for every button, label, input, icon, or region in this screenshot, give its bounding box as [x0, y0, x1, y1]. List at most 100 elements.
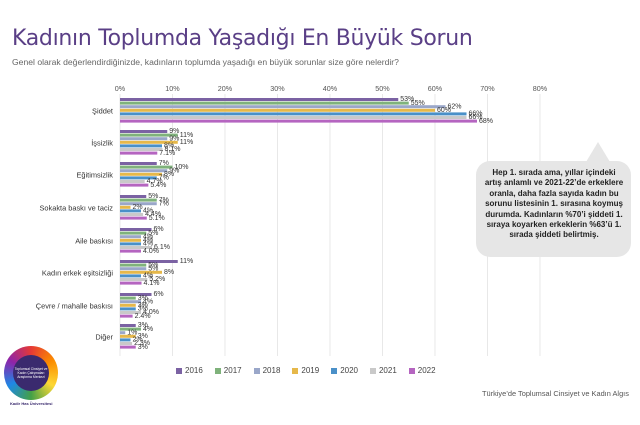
- legend-swatch: [408, 367, 415, 374]
- data-label: 53%: [400, 96, 414, 103]
- bar: [120, 165, 173, 169]
- bar: [120, 137, 168, 141]
- bar: [120, 116, 467, 119]
- data-label: 5.1%: [149, 215, 165, 222]
- source-note: Türkiye’de Toplumsal Cinsiyet ve Kadın A…: [482, 389, 629, 398]
- legend-item: 2018: [253, 366, 281, 375]
- logo-caption: Kadir Has Üniversitesi: [10, 401, 53, 406]
- data-label: 11%: [180, 139, 194, 146]
- bar: [120, 311, 141, 314]
- x-tick-label: 40%: [323, 84, 338, 93]
- data-label: 6.1%: [154, 244, 170, 251]
- data-label: 5%: [148, 230, 158, 237]
- bar: [120, 246, 153, 249]
- bar: [120, 242, 141, 246]
- category-label: Kadın erkek eşitsizliği: [42, 269, 113, 278]
- category-label: Şiddet: [92, 107, 113, 116]
- data-label: 4%: [143, 326, 153, 333]
- bar: [120, 209, 141, 213]
- callout-box: Hep 1. sırada ama, yıllar içindeki artış…: [476, 161, 631, 257]
- category-label: Aile baskısı: [75, 237, 113, 246]
- legend-label: 2018: [262, 366, 281, 375]
- logo-text: Toplumsal Cinsiyet ve Kadın Çalışmaları …: [13, 355, 49, 391]
- legend-label: 2021: [378, 366, 397, 375]
- bar: [120, 345, 136, 349]
- data-label: 3%: [138, 344, 148, 351]
- data-label: 7%: [159, 175, 169, 182]
- data-label: 8%: [164, 269, 174, 276]
- data-label: 68%: [479, 118, 493, 125]
- callout-text: Hep 1. sırada ama, yıllar içindeki artış…: [484, 168, 624, 240]
- data-label: 4%: [143, 208, 153, 215]
- data-label: 55%: [411, 100, 425, 107]
- bar: [120, 331, 126, 335]
- bar: [120, 338, 131, 342]
- x-tick-label: 80%: [533, 84, 548, 93]
- data-label: 60%: [437, 107, 451, 114]
- bar: [120, 296, 136, 300]
- page-title: Kadının Toplumda Yaşadığı En Büyük Sorun: [12, 26, 473, 51]
- data-label: 3%: [138, 302, 148, 309]
- data-label: 4%: [143, 273, 153, 280]
- x-tick-label: 60%: [428, 84, 443, 93]
- bar: [120, 281, 142, 285]
- bar: [120, 130, 168, 133]
- bar: [120, 112, 467, 116]
- bar: [120, 98, 399, 101]
- bar: [120, 151, 158, 155]
- data-label: 3%: [138, 306, 148, 313]
- chart-legend: 2016 2017 2018 2019 2020 2021 2022: [176, 366, 436, 375]
- bar: [120, 183, 149, 187]
- bar: [120, 119, 477, 123]
- legend-label: 2016: [185, 366, 203, 375]
- data-label: 5%: [148, 193, 158, 200]
- bar: [120, 235, 141, 239]
- research-center-logo: Toplumsal Cinsiyet ve Kadın Çalışmaları …: [4, 346, 58, 400]
- bar: [120, 334, 136, 338]
- data-label: 2.3%: [134, 340, 150, 347]
- bar: [120, 180, 145, 183]
- legend-label: 2019: [301, 366, 320, 375]
- legend-item: 2020: [331, 366, 358, 375]
- bar: [120, 202, 157, 206]
- bar: [120, 314, 133, 318]
- data-label: 5.4%: [150, 182, 166, 189]
- data-label: 9%: [169, 135, 179, 142]
- data-label: 5%: [148, 265, 158, 272]
- category-label: Sokakta baskı ve taciz: [39, 204, 113, 213]
- bar: [120, 324, 136, 327]
- category-label: Diğer: [95, 333, 113, 342]
- data-label: 7%: [159, 197, 169, 204]
- legend-item: 2019: [292, 366, 319, 375]
- data-label: 7%: [159, 160, 169, 167]
- legend-item: 2016: [176, 366, 203, 375]
- data-label: 4%: [143, 298, 153, 305]
- data-label: 3%: [138, 295, 148, 302]
- callout-pointer: [586, 142, 610, 162]
- bar: [120, 293, 152, 296]
- bar: [120, 169, 168, 173]
- category-label: Çevre / mahalle baskısı: [36, 302, 113, 311]
- data-label: 6%: [154, 291, 164, 298]
- bar: [120, 274, 141, 278]
- data-label: 7%: [159, 200, 169, 207]
- x-tick-label: 70%: [480, 84, 495, 93]
- legend-swatch: [253, 367, 260, 374]
- bar: [120, 144, 162, 148]
- data-label: 3%: [138, 333, 148, 340]
- legend-swatch: [331, 367, 338, 374]
- data-label: 8%: [164, 171, 174, 178]
- bar: [120, 303, 136, 307]
- data-label: 10%: [175, 164, 189, 171]
- data-label: 66%: [469, 114, 483, 121]
- legend-item: 2017: [214, 366, 242, 375]
- bar: [120, 213, 144, 216]
- bar: [120, 342, 133, 345]
- data-label: 4%: [143, 241, 153, 248]
- bar: [120, 205, 131, 209]
- data-label: 4.0%: [143, 309, 159, 316]
- data-label: 7.1%: [159, 150, 175, 157]
- legend-swatch: [176, 367, 182, 374]
- data-label: 9%: [169, 167, 179, 174]
